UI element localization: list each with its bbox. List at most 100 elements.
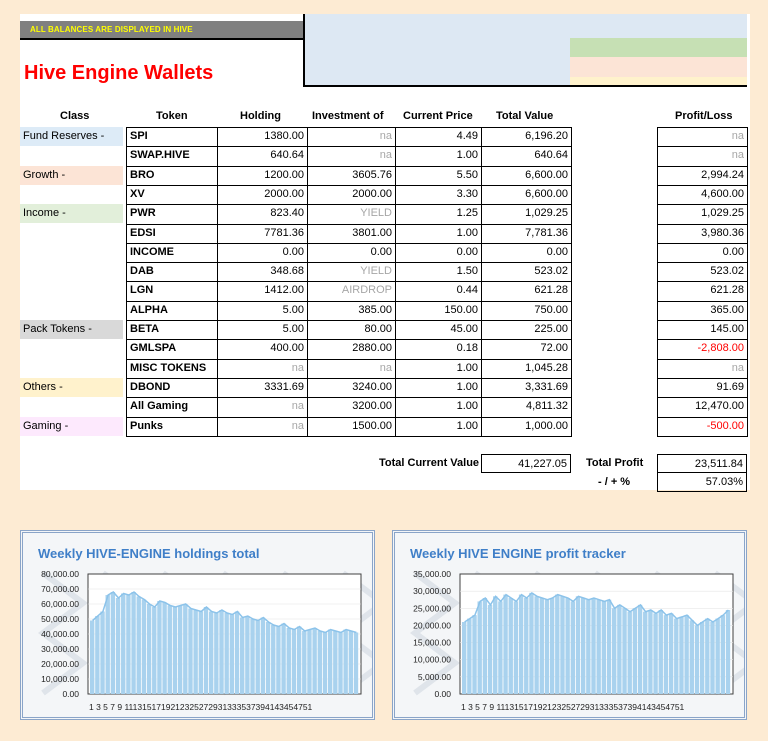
cell-value[interactable]: 1,045.28 xyxy=(525,362,568,374)
cell-price[interactable]: 1.00 xyxy=(456,420,478,432)
cell-investment[interactable]: na xyxy=(379,130,392,142)
cell-price[interactable]: 4.49 xyxy=(456,130,478,142)
cell-holding[interactable]: 0.00 xyxy=(282,246,304,258)
cell-value[interactable]: 6,600.00 xyxy=(525,169,568,181)
cell-token[interactable]: PWR xyxy=(130,207,156,219)
cell-holding[interactable]: 2000.00 xyxy=(264,188,304,200)
cell-token[interactable]: ALPHA xyxy=(130,304,168,316)
cell-holding[interactable]: na xyxy=(291,362,304,374)
cell-value[interactable]: 621.28 xyxy=(534,284,568,296)
cell-token[interactable]: XV xyxy=(130,188,145,200)
cell-price[interactable]: 3.30 xyxy=(456,188,478,200)
cell-investment[interactable]: 1500.00 xyxy=(352,420,392,432)
cell-investment[interactable]: YIELD xyxy=(360,207,392,219)
cell-price[interactable]: 1.00 xyxy=(456,362,478,374)
cell-holding[interactable]: 5.00 xyxy=(282,323,304,335)
cell-investment[interactable]: 3605.76 xyxy=(352,169,392,181)
cell-token[interactable]: SWAP.HIVE xyxy=(130,149,190,161)
cell-profit-loss[interactable]: 365.00 xyxy=(710,304,744,316)
cell-token[interactable]: BRO xyxy=(130,169,155,181)
cell-holding[interactable]: 5.00 xyxy=(282,304,304,316)
cell-value[interactable]: 523.02 xyxy=(534,265,568,277)
cell-holding[interactable]: na xyxy=(291,400,304,412)
cell-investment[interactable]: 80.00 xyxy=(364,323,392,335)
cell-price[interactable]: 1.00 xyxy=(456,227,478,239)
cell-token[interactable]: All Gaming xyxy=(130,400,189,412)
cell-token[interactable]: GMLSPA xyxy=(130,342,177,354)
cell-token[interactable]: DBOND xyxy=(130,381,171,393)
cell-profit-loss[interactable]: 12,470.00 xyxy=(695,400,744,412)
cell-holding[interactable]: na xyxy=(291,420,304,432)
cell-token[interactable]: INCOME xyxy=(130,246,174,258)
cell-investment[interactable]: YIELD xyxy=(360,265,392,277)
cell-profit-loss[interactable]: -2,808.00 xyxy=(697,342,744,354)
cell-profit-loss[interactable]: 1,029.25 xyxy=(701,207,744,219)
cell-price[interactable]: 1.00 xyxy=(456,381,478,393)
cell-value[interactable]: 1,000.00 xyxy=(525,420,568,432)
cell-price[interactable]: 0.44 xyxy=(456,284,478,296)
cell-holding[interactable]: 1200.00 xyxy=(264,169,304,181)
cell-price[interactable]: 1.25 xyxy=(456,207,478,219)
cell-value[interactable]: 225.00 xyxy=(534,323,568,335)
cell-price[interactable]: 150.00 xyxy=(444,304,478,316)
cell-token[interactable]: Punks xyxy=(130,420,164,432)
cell-price[interactable]: 0.18 xyxy=(456,342,478,354)
cell-token[interactable]: EDSI xyxy=(130,227,156,239)
cell-holding[interactable]: 1380.00 xyxy=(264,130,304,142)
cell-token[interactable]: SPI xyxy=(130,130,148,142)
cell-token[interactable]: LGN xyxy=(130,284,154,296)
cell-profit-loss[interactable]: na xyxy=(731,362,744,374)
cell-investment[interactable]: 3801.00 xyxy=(352,227,392,239)
cell-investment[interactable]: 2000.00 xyxy=(352,188,392,200)
cell-holding[interactable]: 823.40 xyxy=(270,207,304,219)
cell-value[interactable]: 1,029.25 xyxy=(525,207,568,219)
cell-price[interactable]: 45.00 xyxy=(450,323,478,335)
cell-price[interactable]: 1.00 xyxy=(456,400,478,412)
cell-price[interactable]: 1.00 xyxy=(456,149,478,161)
cell-value[interactable]: 72.00 xyxy=(540,342,568,354)
cell-token[interactable]: DAB xyxy=(130,265,154,277)
cell-profit-loss[interactable]: na xyxy=(731,130,744,142)
cell-price[interactable]: 0.00 xyxy=(456,246,478,258)
cell-value[interactable]: 750.00 xyxy=(534,304,568,316)
chart-bar xyxy=(663,615,669,694)
cell-investment[interactable]: na xyxy=(379,149,392,161)
cell-holding[interactable]: 400.00 xyxy=(270,342,304,354)
cell-holding[interactable]: 7781.36 xyxy=(264,227,304,239)
cell-holding[interactable]: 1412.00 xyxy=(264,284,304,296)
cell-value[interactable]: 6,600.00 xyxy=(525,188,568,200)
cell-holding[interactable]: 3331.69 xyxy=(264,381,304,393)
chart-bar xyxy=(648,610,653,694)
cell-profit-loss[interactable]: 621.28 xyxy=(710,284,744,296)
cell-profit-loss[interactable]: -500.00 xyxy=(706,420,744,432)
cell-profit-loss[interactable]: 4,600.00 xyxy=(701,188,744,200)
cell-investment[interactable]: 2880.00 xyxy=(352,342,392,354)
cell-holding[interactable]: 640.64 xyxy=(270,149,304,161)
cell-price[interactable]: 1.50 xyxy=(456,265,478,277)
cell-profit-loss[interactable]: 145.00 xyxy=(710,323,744,335)
cell-profit-loss[interactable]: 523.02 xyxy=(710,265,744,277)
cell-profit-loss[interactable]: 0.00 xyxy=(722,246,744,258)
cell-investment[interactable]: 0.00 xyxy=(370,246,392,258)
cell-investment[interactable]: 3200.00 xyxy=(352,400,392,412)
cell-profit-loss[interactable]: 2,994.24 xyxy=(701,169,744,181)
cell-value[interactable]: 640.64 xyxy=(534,149,568,161)
cell-investment[interactable]: AIRDROP xyxy=(341,284,392,296)
cell-price[interactable]: 5.50 xyxy=(456,169,478,181)
cell-value[interactable]: 7,781.36 xyxy=(525,227,568,239)
cell-value[interactable]: 4,811.32 xyxy=(525,400,568,412)
cell-value[interactable]: 3,331.69 xyxy=(525,381,568,393)
cell-investment[interactable]: 385.00 xyxy=(358,304,392,316)
chart-bar xyxy=(549,598,555,694)
cell-value[interactable]: 6,196.20 xyxy=(525,130,568,142)
pl-gridline xyxy=(657,166,747,167)
cell-investment[interactable]: na xyxy=(379,362,392,374)
cell-token[interactable]: BETA xyxy=(130,323,160,335)
cell-profit-loss[interactable]: 91.69 xyxy=(716,381,744,393)
cell-token[interactable]: MISC TOKENS xyxy=(130,362,207,374)
cell-profit-loss[interactable]: 3,980.36 xyxy=(701,227,744,239)
cell-value[interactable]: 0.00 xyxy=(546,246,568,258)
cell-holding[interactable]: 348.68 xyxy=(270,265,304,277)
cell-profit-loss[interactable]: na xyxy=(731,149,744,161)
cell-investment[interactable]: 3240.00 xyxy=(352,381,392,393)
